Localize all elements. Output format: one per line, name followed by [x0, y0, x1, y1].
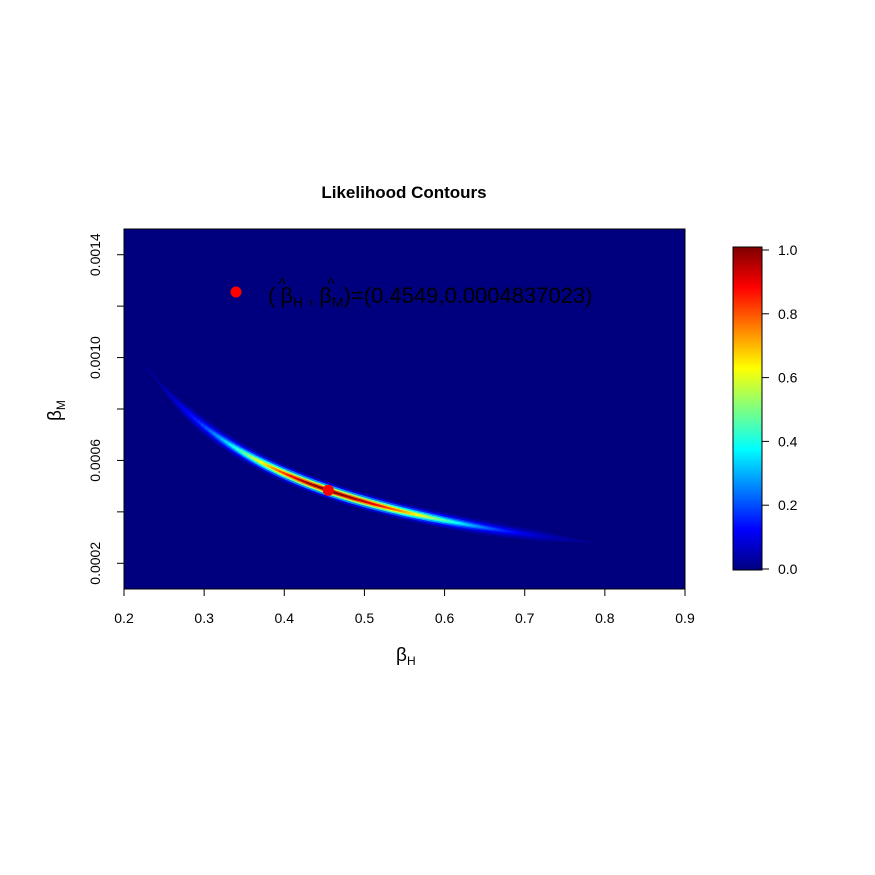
chart-title: Likelihood Contours — [321, 183, 486, 202]
legend-sub-h: H — [293, 294, 303, 310]
x-tick-label: 0.2 — [114, 610, 134, 626]
heatmap-cell — [159, 382, 164, 389]
x-tick-label: 0.8 — [595, 610, 615, 626]
heatmap-cell — [585, 541, 590, 543]
legend-suffix: )=(0.4549,0.0004837023) — [344, 283, 593, 308]
y-axis: 0.0002 0.0006 0.0010 0.0014 — [87, 233, 125, 585]
heatmap-cell — [163, 387, 168, 393]
colorbar-tick-label: 0.0 — [778, 561, 798, 577]
x-tick-label: 0.4 — [275, 610, 295, 626]
legend-beta-h: β — [280, 283, 293, 308]
legend: (βH, βM)=(0.4549,0.0004837023) ^ ^ — [230, 276, 593, 310]
legend-marker — [230, 286, 242, 298]
heatmap-cell — [174, 399, 180, 406]
heatmap-cell — [573, 539, 579, 542]
x-axis-title-subscript: H — [407, 654, 416, 668]
colorbar-tick-label: 0.4 — [778, 433, 798, 449]
y-tick-label: 0.0014 — [87, 233, 103, 276]
heatmap-cell — [170, 395, 176, 401]
legend-hat-h: ^ — [278, 276, 286, 293]
colorbar — [732, 246, 763, 571]
likelihood-heatmap — [147, 367, 594, 544]
x-tick-label: 0.6 — [435, 610, 455, 626]
x-tick-label: 0.7 — [515, 610, 535, 626]
x-tick-label: 0.5 — [355, 610, 375, 626]
heatmap-cell — [147, 368, 153, 375]
heatmap-cell — [155, 378, 160, 384]
y-tick-label: 0.0006 — [87, 439, 103, 482]
heatmap-cell — [151, 373, 157, 380]
colorbar-tick-label: 0.6 — [778, 370, 798, 386]
legend-beta-m: β — [319, 283, 332, 308]
y-tick-label: 0.0010 — [87, 336, 103, 379]
legend-hat-m: ^ — [327, 276, 335, 293]
mle-point-marker — [322, 484, 334, 496]
legend-open-paren: ( — [268, 283, 276, 308]
legend-separator: , — [308, 283, 314, 308]
heatmap-cell — [565, 538, 571, 541]
y-axis-title: βM — [45, 400, 68, 421]
colorbar-tick-label: 1.0 — [778, 242, 798, 258]
plot-background — [124, 229, 685, 589]
colorbar-axis: 0.0 0.2 0.4 0.6 0.8 1.0 — [761, 242, 798, 577]
heatmap-cell — [166, 391, 172, 397]
x-tick-label: 0.3 — [194, 610, 214, 626]
y-tick-label: 0.0002 — [87, 542, 103, 585]
colorbar-tick-label: 0.2 — [778, 497, 798, 513]
x-axis-title-symbol: β — [396, 645, 407, 666]
x-tick-label: 0.9 — [675, 610, 695, 626]
y-axis-title-subscript: M — [54, 400, 68, 410]
y-axis-title-symbol: β — [45, 410, 66, 421]
legend-sub-m: M — [332, 294, 344, 310]
heatmap-cell — [577, 540, 583, 542]
colorbar-tick-label: 0.8 — [778, 306, 798, 322]
x-axis: 0.2 0.3 0.4 0.5 0.6 0.7 0.8 0.9 — [114, 588, 695, 626]
x-axis-title: βH — [396, 645, 416, 668]
legend-label: (βH, βM)=(0.4549,0.0004837023) — [268, 283, 593, 310]
